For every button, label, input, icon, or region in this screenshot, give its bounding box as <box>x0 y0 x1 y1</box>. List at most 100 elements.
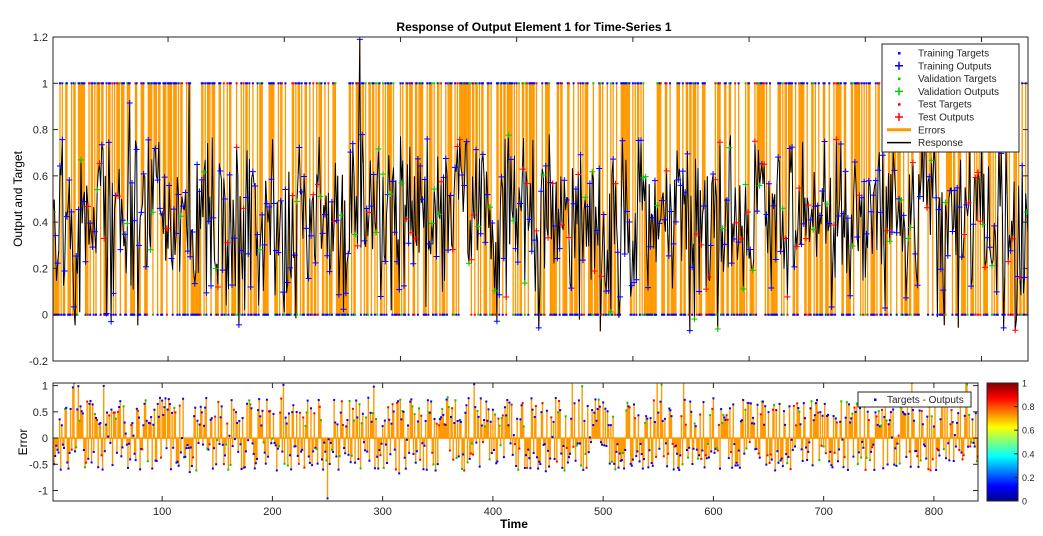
error-point <box>187 446 190 449</box>
output-point <box>572 185 579 192</box>
output-point <box>449 246 456 253</box>
error-point <box>861 440 864 443</box>
error-point <box>678 468 681 471</box>
target-point <box>400 313 403 316</box>
xtick-label: 800 <box>925 506 943 518</box>
output-point <box>714 326 721 333</box>
target-point <box>971 313 974 316</box>
error-point <box>151 467 154 470</box>
error-point <box>661 419 664 422</box>
target-point <box>741 313 744 316</box>
target-point <box>781 82 784 85</box>
target-point <box>197 313 200 316</box>
target-point <box>92 313 95 316</box>
target-point <box>473 313 476 316</box>
error-point <box>270 442 273 445</box>
target-point <box>554 313 557 316</box>
error-point <box>275 469 278 472</box>
error-point <box>969 445 972 448</box>
target-point <box>154 82 157 85</box>
error-point <box>680 415 683 418</box>
error-point <box>475 441 478 444</box>
output-point <box>633 276 640 283</box>
target-point <box>335 313 338 316</box>
error-point <box>567 456 570 459</box>
error-point <box>259 415 262 418</box>
target-point <box>128 82 131 85</box>
output-point <box>410 260 417 267</box>
target-point <box>125 313 128 316</box>
target-point <box>140 82 143 85</box>
target-point <box>734 82 737 85</box>
target-point <box>963 313 966 316</box>
error-point <box>426 399 429 402</box>
target-point <box>383 313 386 316</box>
error-point <box>878 425 881 428</box>
error-point <box>975 460 978 463</box>
error-point <box>465 404 468 407</box>
target-point <box>117 82 120 85</box>
target-point <box>196 313 199 316</box>
target-point <box>564 313 567 316</box>
error-point <box>155 459 158 462</box>
target-point <box>287 313 290 316</box>
target-point <box>357 82 360 85</box>
error-point <box>644 421 647 424</box>
output-point <box>568 285 575 292</box>
target-point <box>884 313 887 316</box>
error-point <box>531 408 534 411</box>
target-point <box>151 313 154 316</box>
target-point <box>812 82 815 85</box>
error-point <box>334 421 337 424</box>
error-point <box>855 402 858 405</box>
target-point <box>251 82 254 85</box>
target-point <box>247 313 250 316</box>
target-point <box>628 82 631 85</box>
error-point <box>264 462 267 465</box>
target-point <box>309 313 312 316</box>
error-point <box>82 449 85 452</box>
target-point <box>436 82 439 85</box>
target-point <box>280 82 283 85</box>
target-point <box>243 313 246 316</box>
error-point <box>534 404 537 407</box>
error-point <box>542 443 545 446</box>
output-point <box>61 267 68 274</box>
error-point <box>770 458 773 461</box>
output-point <box>958 253 965 260</box>
target-point <box>315 82 318 85</box>
target-point <box>762 82 765 85</box>
target-point <box>772 313 775 316</box>
target-point <box>728 82 731 85</box>
target-point <box>254 313 257 316</box>
target-point <box>58 82 61 85</box>
error-point <box>405 438 408 441</box>
target-point <box>1002 313 1005 316</box>
target-point <box>787 82 790 85</box>
target-point <box>770 313 773 316</box>
error-point <box>728 407 731 410</box>
target-point <box>813 313 816 316</box>
target-point <box>275 313 278 316</box>
target-point <box>757 82 760 85</box>
output-point <box>796 185 803 192</box>
target-point <box>250 313 253 316</box>
error-point <box>915 450 918 453</box>
error-point <box>236 421 239 424</box>
output-point <box>712 176 719 183</box>
error-point <box>838 448 841 451</box>
error-point <box>759 413 762 416</box>
target-point <box>557 82 560 85</box>
output-point <box>63 213 70 220</box>
target-point <box>246 82 249 85</box>
error-point <box>696 457 699 460</box>
error-point <box>94 416 97 419</box>
target-point <box>354 313 357 316</box>
error-point <box>422 468 425 471</box>
target-point <box>622 82 625 85</box>
target-point <box>217 313 220 316</box>
target-point <box>538 313 541 316</box>
target-point <box>631 82 634 85</box>
output-point <box>545 234 552 241</box>
output-point <box>168 255 175 262</box>
